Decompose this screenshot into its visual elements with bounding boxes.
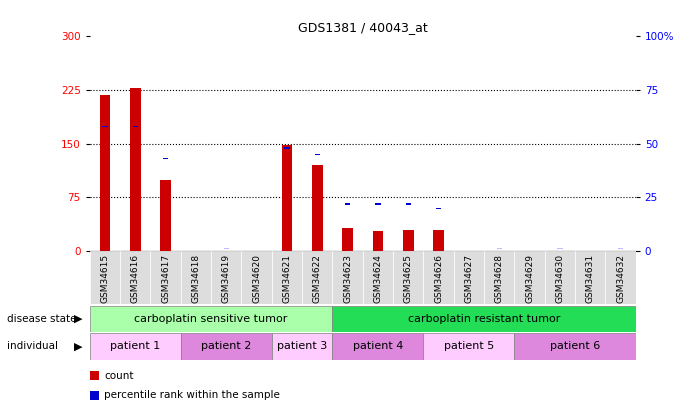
Text: GSM34629: GSM34629 xyxy=(525,254,534,303)
Bar xyxy=(332,251,363,252)
Bar xyxy=(312,165,323,251)
Text: GSM34628: GSM34628 xyxy=(495,254,504,303)
Bar xyxy=(393,251,424,304)
Text: patient 1: patient 1 xyxy=(110,341,160,352)
Text: GSM34622: GSM34622 xyxy=(313,254,322,303)
Bar xyxy=(618,248,623,249)
Text: GSM34625: GSM34625 xyxy=(404,254,413,303)
Bar xyxy=(272,251,302,252)
Bar xyxy=(372,231,384,251)
Text: count: count xyxy=(104,371,134,381)
Text: patient 4: patient 4 xyxy=(352,341,403,352)
Text: GSM34624: GSM34624 xyxy=(373,254,382,303)
Text: patient 2: patient 2 xyxy=(201,341,252,352)
Bar xyxy=(484,251,514,252)
Bar xyxy=(224,248,229,249)
Bar xyxy=(363,251,393,304)
Bar xyxy=(102,126,108,127)
Bar xyxy=(160,179,171,251)
Bar xyxy=(514,333,636,360)
Text: patient 6: patient 6 xyxy=(550,341,600,352)
Text: ▶: ▶ xyxy=(75,314,83,324)
Bar xyxy=(130,88,141,251)
Bar xyxy=(302,251,332,304)
Bar xyxy=(151,251,181,252)
Bar xyxy=(302,251,332,252)
Bar xyxy=(90,251,120,252)
Bar xyxy=(433,230,444,251)
Bar xyxy=(181,251,211,252)
Bar xyxy=(272,333,332,360)
Bar xyxy=(120,251,151,252)
Text: GSM34617: GSM34617 xyxy=(161,254,170,303)
Text: GSM34626: GSM34626 xyxy=(434,254,443,303)
Bar xyxy=(545,251,575,304)
Bar xyxy=(282,145,292,251)
Bar xyxy=(342,228,353,251)
Text: GSM34627: GSM34627 xyxy=(464,254,473,303)
Text: patient 3: patient 3 xyxy=(277,341,328,352)
Bar xyxy=(545,251,575,252)
Text: GSM34630: GSM34630 xyxy=(556,254,565,303)
Bar xyxy=(424,251,454,304)
Bar xyxy=(272,251,302,304)
Bar xyxy=(375,203,381,205)
Text: ▶: ▶ xyxy=(75,341,83,352)
Bar xyxy=(133,126,138,127)
Text: percentile rank within the sample: percentile rank within the sample xyxy=(104,390,281,400)
Bar xyxy=(241,251,272,252)
Text: GSM34619: GSM34619 xyxy=(222,254,231,303)
Text: GSM34620: GSM34620 xyxy=(252,254,261,303)
Bar xyxy=(211,251,241,304)
Bar xyxy=(514,251,545,304)
Bar xyxy=(424,251,454,252)
Bar xyxy=(284,147,290,149)
Bar xyxy=(345,203,350,205)
Text: GSM34623: GSM34623 xyxy=(343,254,352,303)
Bar xyxy=(120,251,151,304)
Text: GSM34616: GSM34616 xyxy=(131,254,140,303)
Text: patient 5: patient 5 xyxy=(444,341,494,352)
Bar xyxy=(557,248,562,249)
Bar xyxy=(90,306,332,332)
Text: carboplatin resistant tumor: carboplatin resistant tumor xyxy=(408,314,560,324)
Text: GSM34632: GSM34632 xyxy=(616,254,625,303)
Bar xyxy=(181,333,272,360)
Bar xyxy=(575,251,605,304)
Title: GDS1381 / 40043_at: GDS1381 / 40043_at xyxy=(298,21,428,34)
Text: GSM34631: GSM34631 xyxy=(586,254,595,303)
Text: carboplatin sensitive tumor: carboplatin sensitive tumor xyxy=(135,314,288,324)
Bar xyxy=(211,251,241,252)
Bar xyxy=(100,95,111,251)
Bar xyxy=(332,333,424,360)
Bar xyxy=(393,251,424,252)
Bar xyxy=(454,251,484,252)
Bar xyxy=(181,251,211,304)
Bar xyxy=(436,207,442,209)
Text: disease state: disease state xyxy=(7,314,77,324)
Bar xyxy=(403,230,414,251)
Bar xyxy=(454,251,484,304)
Bar xyxy=(484,251,514,304)
Bar xyxy=(90,333,181,360)
Bar xyxy=(406,203,411,205)
Text: individual: individual xyxy=(7,341,58,352)
Bar xyxy=(605,251,636,252)
Bar xyxy=(241,251,272,304)
Bar xyxy=(363,251,393,252)
Bar xyxy=(332,251,363,304)
Bar xyxy=(424,333,514,360)
Bar xyxy=(497,248,502,249)
Text: GSM34615: GSM34615 xyxy=(100,254,109,303)
Bar xyxy=(90,251,120,304)
Bar xyxy=(605,251,636,304)
Bar xyxy=(332,306,636,332)
Text: GSM34621: GSM34621 xyxy=(283,254,292,303)
Bar xyxy=(314,154,320,155)
Bar xyxy=(163,158,169,160)
Text: GSM34618: GSM34618 xyxy=(191,254,200,303)
Bar xyxy=(514,251,545,252)
Bar xyxy=(151,251,181,304)
Bar xyxy=(575,251,605,252)
